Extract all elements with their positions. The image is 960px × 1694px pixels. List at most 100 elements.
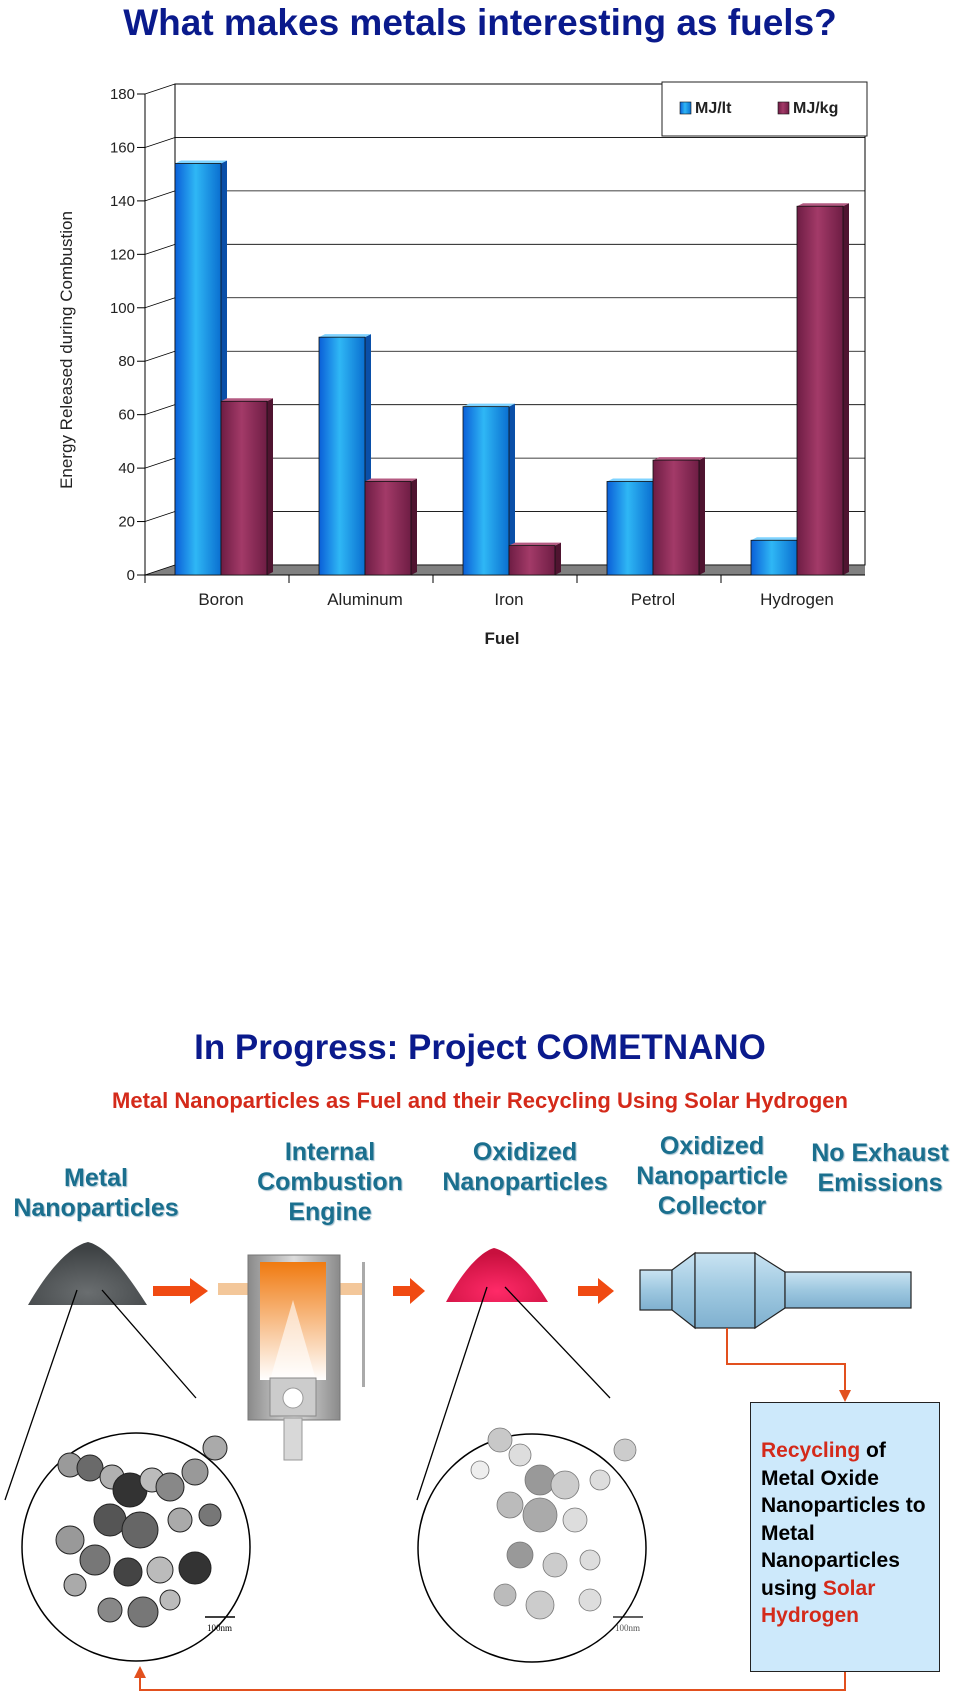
recycling-flow-line [726, 1328, 851, 1402]
zoom-line [4, 1289, 78, 1501]
y-tick-label: 20 [118, 514, 135, 531]
y-tick-label: 140 [110, 193, 135, 210]
x-tick-label: Petrol [631, 590, 675, 609]
collector-icon [639, 1251, 912, 1330]
bar-top [221, 398, 273, 402]
slide-title: What makes metals interesting as fuels? [123, 2, 837, 43]
bar-side [699, 457, 705, 575]
energy-bar-chart: 0 20 40 60 80 100 120 140 160 180 Boron Aluminum Iro… [50, 80, 880, 660]
step-label-line: Nanoparticles [13, 1194, 179, 1222]
gridline-diagonal [144, 511, 176, 522]
x-tick-label: Boron [198, 590, 243, 609]
step-label-line: Oxidized [472, 1138, 578, 1166]
step-label-line: Oxidized [659, 1132, 765, 1160]
tem-image-oxide: 100nm [417, 1427, 647, 1663]
tem-image-metal: 100nm [21, 1432, 251, 1662]
step-label-no-emissions: No Exhaust Emissions [800, 1138, 960, 1198]
project-title: In Progress: Project COMETNANO [194, 1028, 766, 1067]
recycling-highlight: Recycling [761, 1439, 861, 1462]
flow-arrow [153, 1278, 208, 1304]
bar-top [797, 203, 849, 207]
bar-mj-kg [508, 545, 556, 576]
step-label-metal-nanoparticles: Metal Nanoparticles [0, 1163, 192, 1223]
gridline-diagonal [144, 243, 176, 255]
x-axis-label: Fuel [485, 629, 520, 648]
bar-mj-kg [652, 459, 700, 576]
y-tick-label: 60 [118, 407, 135, 424]
y-tick-label: 180 [110, 86, 135, 103]
y-tick-label: 120 [110, 246, 135, 263]
y-tick-label: 0 [127, 567, 135, 584]
bar-top [175, 160, 227, 164]
gridline-diagonal [144, 137, 176, 148]
y-tick-label: 160 [110, 139, 135, 156]
bar-mj-lt [606, 481, 654, 576]
bar-side [267, 398, 273, 575]
gridline-diagonal [144, 457, 176, 469]
bar-mj-kg [364, 481, 412, 576]
bar-top [751, 537, 803, 541]
chart-svg: 0 20 40 60 80 100 120 140 160 180 Boron Aluminum Iro… [57, 81, 868, 648]
gridline-diagonal [144, 83, 176, 95]
flow-arrow [578, 1278, 614, 1304]
return-flow-line [134, 1666, 846, 1691]
step-label-line: Combustion [257, 1168, 403, 1196]
scale-bar-label: 100nm [615, 1623, 640, 1633]
bar-top [509, 542, 561, 546]
x-tick-label: Iron [494, 590, 523, 609]
solar-hydrogen-highlight: Solar Hydrogen [761, 1576, 876, 1628]
legend-label: MJ/kg [793, 100, 838, 117]
bar-mj-kg [796, 205, 844, 576]
y-tick-label: 40 [118, 460, 135, 477]
gridline-diagonal [144, 297, 176, 309]
legend-label: MJ/lt [695, 100, 732, 117]
bar-top [607, 478, 659, 482]
y-tick-label: 80 [118, 353, 135, 370]
y-axis-label: Energy Released during Combustion [57, 211, 76, 489]
step-label-engine: Internal Combustion Engine [240, 1137, 420, 1227]
legend-box [661, 81, 868, 137]
recycling-text: of Metal Oxide Nanoparticles to Metal Na… [761, 1439, 926, 1600]
step-label-line: Internal [284, 1138, 376, 1166]
flow-arrow [393, 1278, 425, 1304]
zoom-line [101, 1289, 197, 1399]
step-label-line: Collector [657, 1192, 767, 1220]
gridline-diagonal [144, 350, 176, 362]
project-subtitle: Metal Nanoparticles as Fuel and their Re… [112, 1088, 848, 1113]
chart-back-wall [174, 83, 866, 566]
step-label-line: No Exhaust [811, 1139, 949, 1167]
bar-top [463, 403, 515, 407]
bar-top [653, 457, 705, 461]
y-tick-label: 100 [110, 300, 135, 317]
bar-mj-lt [318, 336, 366, 576]
bar-mj-lt [174, 163, 222, 576]
engine-icon [218, 1254, 365, 1461]
bar-side [555, 542, 561, 575]
x-tick-label: Hydrogen [760, 590, 834, 609]
scale-bar-label: 100nm [207, 1623, 232, 1633]
step-label-line: Nanoparticles [442, 1168, 608, 1196]
step-label-line: Engine [288, 1198, 372, 1226]
oxide-powder-pile [446, 1248, 548, 1302]
bar-mj-lt [462, 406, 510, 576]
legend-swatch [679, 101, 692, 115]
legend-swatch [777, 101, 790, 115]
step-label-line: Nanoparticle [636, 1162, 788, 1190]
step-label-line: Emissions [817, 1169, 943, 1197]
gridline-diagonal [144, 190, 176, 202]
bar-mj-lt [750, 539, 798, 576]
gridline-diagonal [144, 404, 176, 416]
bar-side [411, 478, 417, 575]
gridline-diagonal [144, 564, 176, 576]
metal-powder-pile [28, 1242, 147, 1305]
bar-side [843, 203, 849, 575]
step-label-oxidized-nanoparticles: Oxidized Nanoparticles [435, 1137, 615, 1197]
recycling-box: Recycling of Metal Oxide Nanoparticles t… [750, 1402, 940, 1672]
bar-side [509, 403, 515, 575]
x-tick-label: Aluminum [327, 590, 403, 609]
zoom-line [504, 1286, 611, 1399]
step-label-line: Metal [64, 1164, 128, 1192]
step-label-collector: Oxidized Nanoparticle Collector [622, 1131, 802, 1221]
bar-mj-kg [220, 400, 268, 576]
bar-top [319, 334, 371, 338]
